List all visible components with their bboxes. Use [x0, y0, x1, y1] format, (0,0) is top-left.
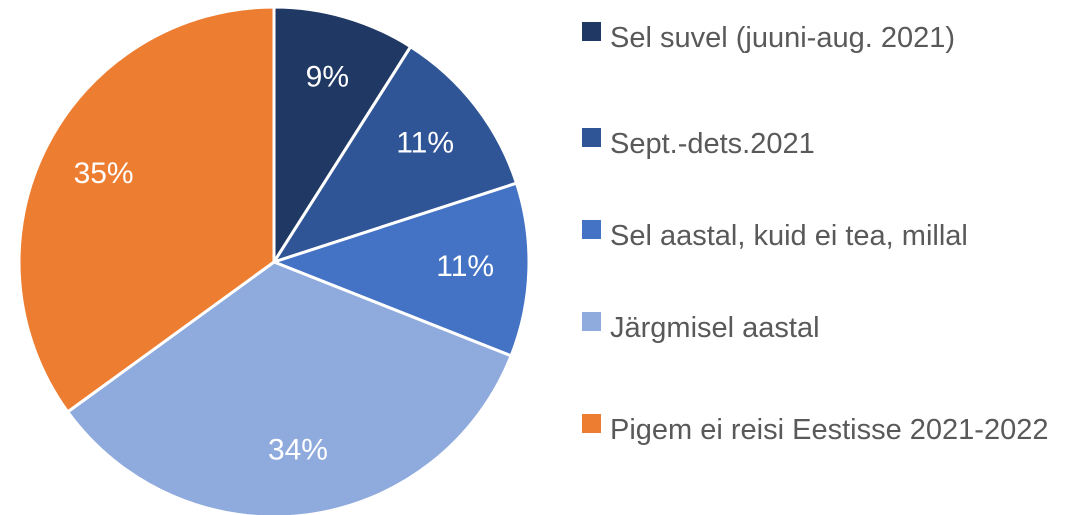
- legend-label: Sept.-dets.2021: [610, 128, 815, 160]
- legend-label: Järgmisel aastal: [610, 312, 820, 344]
- data-label: 9%: [306, 60, 349, 93]
- legend-swatch: [582, 128, 601, 147]
- legend-item: Sept.-dets.2021: [582, 118, 1065, 170]
- legend-label: Sel suvel (juuni-aug. 2021): [610, 22, 955, 54]
- legend-swatch: [582, 312, 601, 331]
- legend-label: Pigem ei reisi Eestisse 2021-2022: [610, 414, 1049, 446]
- legend-swatch: [582, 220, 601, 239]
- data-label: 35%: [74, 157, 134, 190]
- legend-item: Sel aastal, kuid ei tea, millal: [582, 210, 1065, 262]
- pie-slice: [270, 44, 519, 265]
- pie-slice: [269, 181, 531, 358]
- data-label: 34%: [268, 434, 328, 467]
- legend-swatch: [582, 414, 601, 433]
- pie-slice: [17, 5, 276, 414]
- pie-slice: [272, 5, 413, 268]
- legend-item: Pigem ei reisi Eestisse 2021-2022: [582, 404, 1065, 456]
- legend-label: Sel aastal, kuid ei tea, millal: [610, 220, 968, 252]
- legend-swatch: [582, 22, 601, 41]
- legend-item: Järgmisel aastal: [582, 302, 1065, 354]
- data-label: 11%: [436, 250, 494, 283]
- legend-item: Sel suvel (juuni-aug. 2021): [582, 12, 1065, 64]
- data-label: 11%: [396, 127, 454, 160]
